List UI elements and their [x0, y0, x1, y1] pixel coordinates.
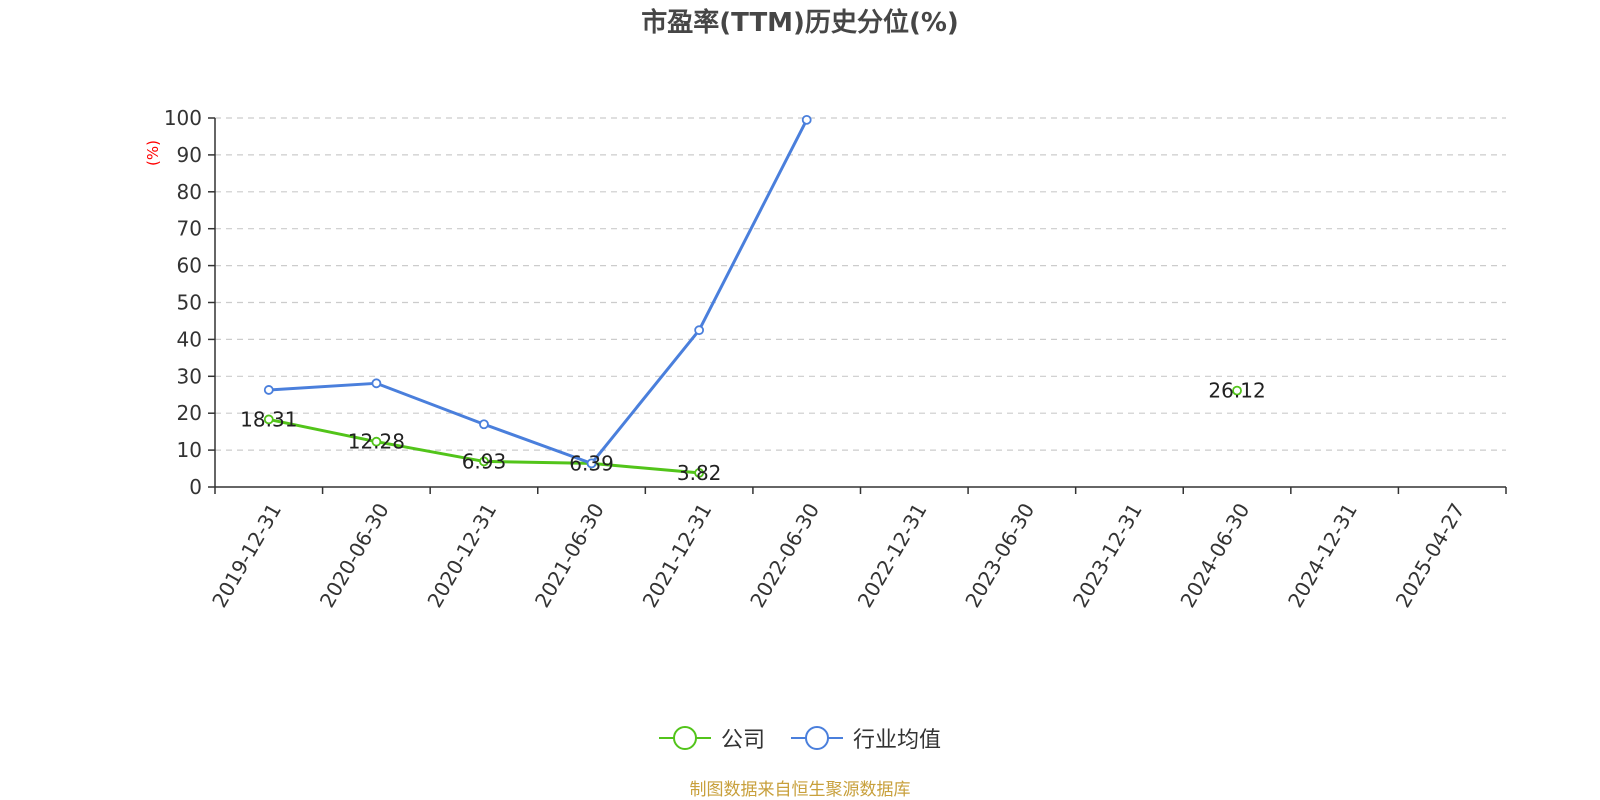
point-company [263, 414, 274, 425]
legend-item-industry-average[interactable]: 行业均值 [791, 722, 941, 754]
legend-label-company: 公司 [720, 728, 765, 753]
series-lines [263, 114, 1242, 478]
y-tick-label: 50 [177, 291, 202, 315]
x-tick-label: 2024-12-31 [1283, 499, 1362, 612]
point-company [479, 456, 489, 467]
x-tick-label: 2021-12-31 [638, 499, 717, 612]
x-tick-label: 2022-12-31 [853, 499, 932, 612]
data-label-company: 26.12 [1208, 379, 1265, 403]
y-tick-label: 100 [164, 106, 202, 130]
legend-marker-company [658, 726, 711, 750]
x-tick-label: 2025-04-27 [1391, 499, 1470, 612]
point-industry-average [694, 325, 705, 336]
source-note: 制图数据来自恒生聚源数据库 [689, 780, 911, 800]
y-tick-label: 40 [177, 327, 202, 351]
y-tick-label: 80 [177, 180, 202, 204]
series-line-industry-average [268, 119, 809, 465]
chart-title: 市盈率(TTM)历史分位(%) [641, 8, 959, 38]
legend-label-industry-average: 行业均值 [853, 728, 942, 753]
legend-item-company[interactable]: 公司 [658, 722, 765, 754]
point-company [1232, 385, 1242, 396]
point-company [371, 436, 382, 447]
data-label-company: 6.39 [569, 451, 614, 475]
axes: 0 10 20 30 40 50 60 70 80 90 100 2019-12-31 2020-06-… [164, 106, 1507, 612]
point-industry-average [801, 114, 812, 125]
x-tick-label: 2023-06-30 [960, 499, 1039, 612]
data-label-company: 3.82 [677, 461, 722, 485]
y-tick-label: 30 [177, 364, 202, 388]
point-industry-average [479, 419, 489, 430]
legend-marker-industry-average [791, 726, 843, 750]
y-tick-label: 90 [177, 143, 202, 167]
y-tick-label: 60 [177, 254, 202, 278]
data-label-company: 6.93 [462, 449, 507, 473]
y-tick-label: 10 [177, 438, 202, 462]
y-tick-label: 20 [177, 401, 202, 425]
x-tick-label: 2019-12-31 [207, 499, 286, 612]
data-label-company: 12.28 [348, 430, 405, 454]
point-industry-average [586, 458, 597, 469]
y-tick-label: 0 [189, 475, 202, 499]
point-industry-average [263, 385, 274, 395]
legend: 公司 行业均值 [0, 722, 1600, 754]
data-label-company: 18.31 [240, 407, 297, 431]
grid-lines [215, 117, 1506, 451]
point-industry-average [371, 378, 382, 389]
x-tick-label: 2020-06-30 [315, 499, 394, 612]
x-tick-label: 2022-06-30 [745, 499, 824, 612]
point-company [694, 468, 705, 478]
x-tick-label: 2024-06-30 [1175, 499, 1254, 612]
y-axis-label: (%) [144, 140, 162, 166]
x-tick-label: 2020-12-31 [422, 499, 501, 612]
x-tick-label: 2023-12-31 [1068, 499, 1147, 612]
y-tick-label: 70 [177, 217, 202, 241]
data-labels: 18.31 12.28 6.93 6.39 3.82 26.12 [240, 379, 1266, 485]
x-tick-label: 2021-06-30 [530, 499, 609, 612]
